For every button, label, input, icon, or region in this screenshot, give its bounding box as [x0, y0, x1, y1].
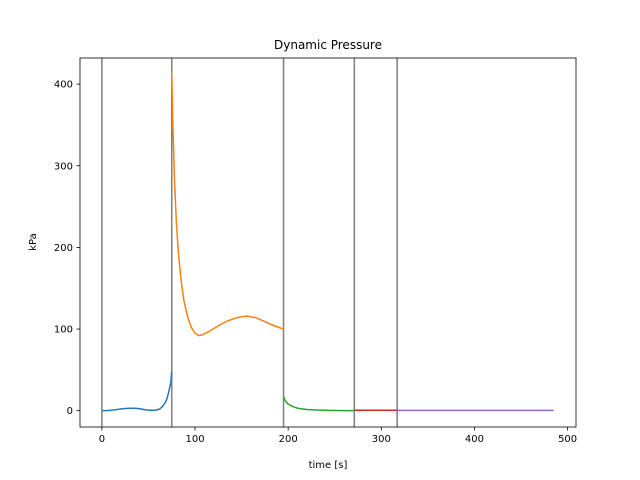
x-axis-ticks: 0 100 200 300 400 500	[99, 427, 577, 445]
x-axis-label: time [s]	[309, 460, 348, 471]
x-tick-label-0: 0	[99, 434, 105, 445]
series-line-0	[101, 371, 173, 412]
series-line-1	[171, 72, 284, 337]
y-axis-ticks: 0 100 200 300 400	[54, 80, 80, 417]
y-tick-label-0: 0	[67, 406, 73, 417]
x-tick-label-400: 400	[465, 434, 484, 445]
y-axis-label: kPa	[28, 233, 39, 251]
x-tick-label-500: 500	[558, 434, 577, 445]
x-tick-label-200: 200	[279, 434, 298, 445]
y-tick-label-100: 100	[54, 325, 73, 336]
plot-area-frame	[79, 57, 577, 428]
series-lines	[101, 72, 554, 412]
series-line-2	[282, 396, 355, 412]
y-tick-label-400: 400	[54, 80, 73, 91]
x-tick-label-300: 300	[372, 434, 391, 445]
y-tick-label-200: 200	[54, 243, 73, 254]
chart-title: Dynamic Pressure	[274, 38, 382, 52]
y-tick-label-300: 300	[54, 161, 73, 172]
vertical-lines	[101, 58, 398, 427]
x-tick-label-100: 100	[185, 434, 204, 445]
